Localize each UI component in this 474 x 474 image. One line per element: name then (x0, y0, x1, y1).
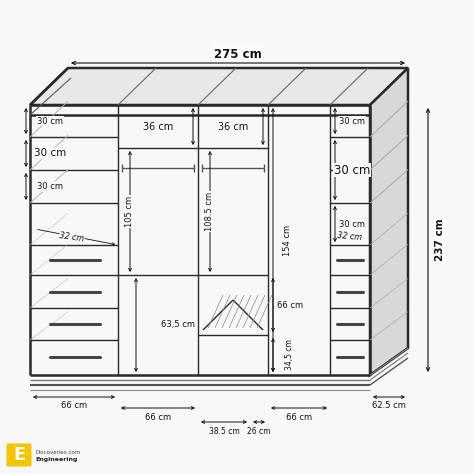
Text: 38.5 cm: 38.5 cm (209, 427, 239, 436)
Text: 30 cm: 30 cm (37, 117, 63, 126)
Text: 63,5 cm: 63,5 cm (161, 320, 195, 329)
Text: 66 cm: 66 cm (61, 401, 87, 410)
Text: 36 cm: 36 cm (143, 121, 173, 131)
Text: 26 cm: 26 cm (247, 427, 271, 436)
Polygon shape (30, 68, 408, 105)
Text: Discoveries.com: Discoveries.com (35, 450, 80, 456)
Text: 36 cm: 36 cm (218, 121, 248, 131)
Text: 237 cm: 237 cm (435, 219, 445, 261)
Text: Engineering: Engineering (35, 457, 77, 463)
Text: 30 cm: 30 cm (37, 182, 63, 191)
Text: 66 cm: 66 cm (145, 412, 171, 421)
Text: 275 cm: 275 cm (214, 47, 262, 61)
Text: 30 cm: 30 cm (334, 164, 370, 176)
Text: 66 cm: 66 cm (277, 301, 303, 310)
Text: 30 cm: 30 cm (34, 148, 66, 158)
Text: 62.5 cm: 62.5 cm (372, 401, 406, 410)
Text: 32 cm: 32 cm (59, 231, 85, 243)
FancyBboxPatch shape (7, 444, 31, 466)
Polygon shape (370, 68, 408, 375)
Text: 34,5 cm: 34,5 cm (285, 339, 294, 371)
Text: 30 cm: 30 cm (339, 219, 365, 228)
Text: E: E (13, 446, 25, 464)
Text: 30 cm: 30 cm (339, 117, 365, 126)
Text: 105 cm: 105 cm (126, 196, 135, 227)
Text: 108.5 cm: 108.5 cm (206, 192, 215, 231)
Text: 154 cm: 154 cm (283, 224, 292, 255)
Text: 66 cm: 66 cm (286, 412, 312, 421)
Text: 32 cm: 32 cm (337, 231, 363, 243)
